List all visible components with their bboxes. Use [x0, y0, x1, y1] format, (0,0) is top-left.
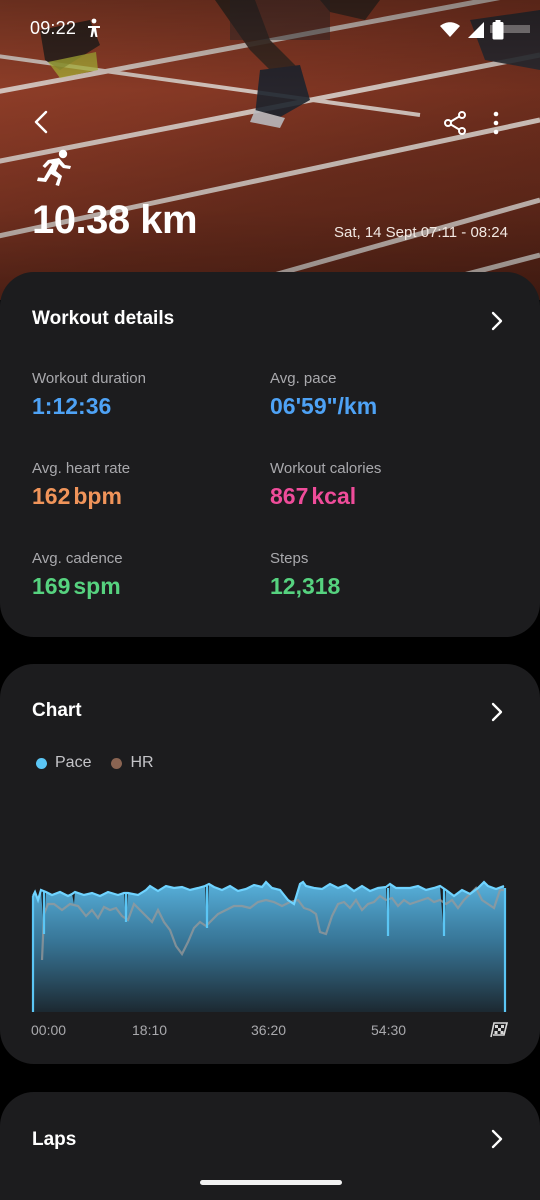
x-tick-3: 54:30: [371, 1022, 407, 1038]
home-indicator[interactable]: [200, 1180, 342, 1185]
header-hero: [0, 0, 540, 300]
stat-label: Workout calories: [270, 460, 382, 477]
legend-pace-dot: [36, 757, 47, 769]
share-icon[interactable]: [442, 110, 468, 136]
stat-steps: Steps 12,318: [270, 550, 340, 600]
hr-line: [40, 886, 506, 961]
stat-value: 06'59"/km: [270, 393, 378, 419]
x-tick-1: 18:10: [132, 1022, 168, 1038]
legend-pace: Pace: [36, 754, 91, 772]
pace-spikes: [31, 886, 507, 1012]
chevron-right-icon[interactable]: [490, 1129, 504, 1149]
distance-total: 10.38 km: [32, 198, 198, 242]
chevron-right-icon[interactable]: [490, 702, 504, 722]
running-icon: [37, 149, 71, 186]
x-tick-2: 36:20: [251, 1022, 287, 1038]
laps-title: Laps: [32, 1129, 77, 1150]
x-tick-0: 00:00: [31, 1022, 67, 1038]
status-bar: 09:22: [0, 14, 540, 44]
pace-hr-chart[interactable]: [0, 664, 540, 1064]
chart-card[interactable]: Chart Pace HR: [0, 664, 540, 1064]
chevron-right-icon[interactable]: [490, 311, 504, 331]
workout-details-title: Workout details: [32, 308, 175, 329]
signal-icon: [468, 22, 484, 38]
stat-avg-cadence: Avg. cadence 169 spm: [32, 550, 123, 600]
stat-avg-pace: Avg. pace 06'59"/km: [270, 370, 377, 420]
legend-pace-label: Pace: [55, 754, 92, 771]
legend-hr-dot: [111, 757, 123, 769]
finish-flag-icon: [490, 1022, 509, 1038]
stat-value: 162 bpm: [32, 483, 122, 509]
stat-label: Workout duration: [32, 370, 146, 387]
background-image: [0, 0, 540, 300]
stat-value: 12,318: [270, 573, 341, 599]
stat-label: Avg. cadence: [32, 550, 123, 567]
stat-value: 867 kcal: [270, 483, 357, 509]
legend-hr: HR: [111, 754, 154, 772]
stat-avg-heart-rate: Avg. heart rate 162 bpm: [32, 460, 130, 510]
stat-value: 1:12:36: [32, 393, 112, 419]
legend-hr-label: HR: [130, 754, 154, 771]
stat-label: Steps: [270, 550, 309, 567]
workout-details-card[interactable]: Workout details Workout duration 1:12:36…: [0, 272, 540, 637]
stat-label: Avg. heart rate: [32, 460, 131, 477]
stat-value: 169 spm: [32, 573, 121, 599]
pace-line: [32, 880, 505, 906]
battery-icon: [492, 20, 504, 40]
workout-date-range: Sat, 14 Sept 07:11 - 08:24: [333, 224, 508, 241]
more-vertical-icon[interactable]: [486, 110, 506, 136]
chart-legend: Pace HR: [36, 754, 154, 772]
back-arrow-icon[interactable]: [28, 108, 56, 136]
stat-calories: Workout calories 867 kcal: [270, 460, 381, 510]
accessibility-icon: [88, 18, 100, 37]
status-time: 09:22: [30, 18, 77, 38]
stat-label: Avg. pace: [270, 370, 337, 387]
chart-title: Chart: [32, 700, 82, 721]
wifi-icon: [440, 22, 460, 37]
stat-duration: Workout duration 1:12:36: [32, 370, 146, 420]
